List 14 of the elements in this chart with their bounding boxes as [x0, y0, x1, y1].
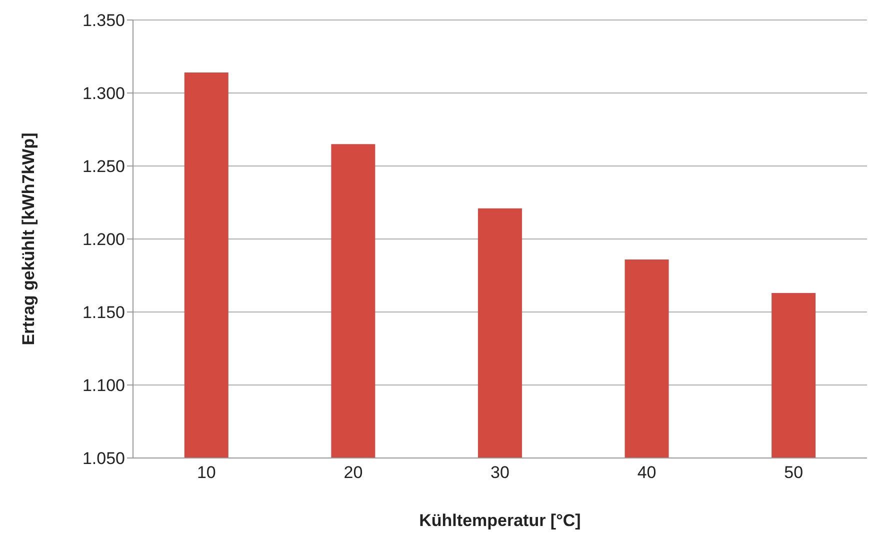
- x-tick-label: 30: [490, 463, 510, 482]
- x-tick-label: 40: [637, 463, 656, 482]
- y-tick-label: 1.350: [82, 11, 125, 30]
- x-tick-label: 20: [344, 463, 363, 482]
- y-axis-title: Ertrag gekühlt [kWh7kWp]: [19, 132, 38, 346]
- y-tick-label: 1.150: [82, 303, 125, 322]
- y-tick-label: 1.250: [82, 157, 125, 176]
- x-axis-title: Kühltemperatur [°C]: [419, 511, 581, 530]
- y-tick-label: 1.300: [82, 84, 125, 104]
- y-tick-label: 1.100: [82, 376, 125, 396]
- x-tick-label: 10: [196, 463, 216, 482]
- y-tick-label: 1.200: [82, 230, 125, 250]
- y-tick-label: 1.050: [82, 449, 125, 468]
- x-tick-label: 50: [784, 463, 804, 482]
